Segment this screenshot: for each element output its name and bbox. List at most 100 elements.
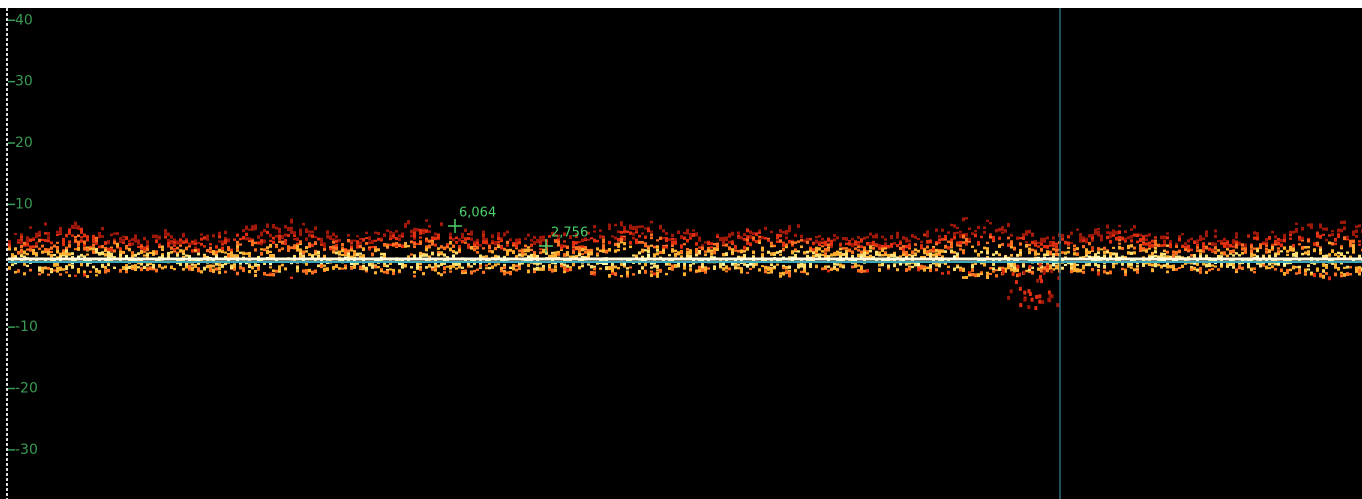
speckle [17,251,20,254]
speckle [1010,246,1013,249]
speckle [452,245,455,248]
speckle [650,273,653,277]
speckle [659,227,662,230]
speckle [506,250,509,253]
speckle [770,252,773,255]
speckle [1322,228,1325,231]
speckle [1247,266,1250,269]
speckle [506,231,509,234]
speckle [1331,233,1334,236]
speckle [377,266,380,268]
speckle [1027,289,1030,293]
speckle [92,237,95,240]
speckle [11,263,14,266]
speckle [251,266,254,270]
speckle [1175,251,1178,255]
speckle [104,266,107,269]
speckle [29,238,32,242]
speckle [110,255,113,258]
speckle [1034,240,1037,242]
speckle [350,245,353,247]
speckle [1211,268,1214,270]
speckle [644,249,647,251]
speckle [923,249,926,252]
speckle [1322,270,1325,273]
speckle [134,236,137,240]
speckle [1010,289,1013,293]
speckle [35,252,38,256]
speckle [1253,271,1256,274]
speckle [710,246,713,248]
speckle [194,264,197,268]
speckle [1307,224,1310,227]
speckle [716,234,719,236]
speckle [779,275,782,278]
speckle [434,237,437,240]
speckle [290,246,293,249]
speckle [578,249,581,253]
speckle [212,269,215,272]
speckle [140,244,143,246]
speckle [212,265,215,268]
speckle [77,225,80,229]
speckle [422,272,425,275]
speckle [956,266,959,268]
speckle [1139,234,1142,237]
speckle [1052,241,1055,244]
speckle [935,268,938,271]
speckle [524,249,527,253]
speckle [101,235,104,238]
speckle [548,268,551,270]
speckle [1253,254,1256,257]
speckle [686,229,689,233]
speckle [1175,245,1178,248]
speckle [899,242,902,246]
speckle [296,266,299,269]
speckle [122,236,125,238]
speckle [410,253,413,255]
speckle [257,242,260,244]
speckle [392,272,395,275]
speckle [854,247,857,249]
speckle [1016,270,1019,272]
speckle [404,223,407,226]
speckle [866,236,869,238]
speckle [1226,255,1229,258]
speckle [656,272,659,276]
speckle [47,274,50,276]
speckle [1040,239,1043,243]
speckle [1289,238,1292,240]
speckle [956,232,959,234]
speckle [140,267,143,271]
speckle [713,243,716,245]
speckle [1241,243,1244,246]
speckle [995,229,998,231]
speckle [1265,251,1268,254]
speckle [1145,238,1148,241]
speckle [218,240,221,242]
speckle [617,230,620,233]
speckle [836,263,839,265]
speckle [149,267,152,269]
speckle [38,239,41,243]
speckle [401,263,404,267]
speckle [1166,232,1169,234]
speckle [815,265,818,269]
speckle [374,249,377,253]
speckle [764,270,767,273]
speckle [269,251,272,253]
speckle [332,245,335,249]
speckle [1241,267,1244,270]
speckle [641,266,644,269]
speckle [770,231,773,234]
speckle [131,251,134,254]
speckle [362,265,365,268]
speckle [983,231,986,234]
speckle [383,253,386,256]
speckle [131,238,134,241]
speckle [794,269,797,272]
speckle [836,251,839,255]
speckle [332,266,335,270]
speckle [494,263,497,266]
speckle [113,240,116,244]
